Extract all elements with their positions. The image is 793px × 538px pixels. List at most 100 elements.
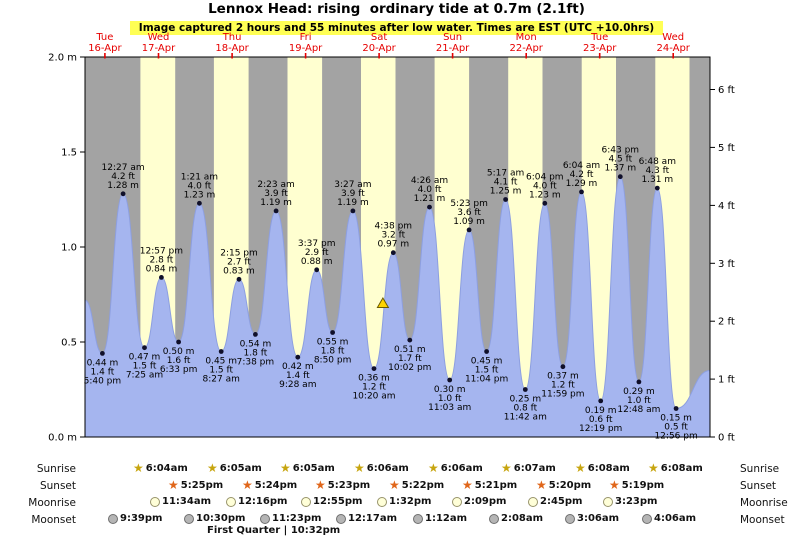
sunset-icon: ★ [242,478,253,492]
tide-annotation: 1.19 m [260,198,292,208]
tide-annotation: 2:15 pm [220,248,258,258]
tide-annotation: 0.54 m [240,339,272,349]
tide-annotation: 0.84 m [146,264,178,274]
sunrise-label-right: Sunrise [740,463,780,475]
astro-time: 12:16pm [238,496,288,507]
moonrise-icon [603,496,613,507]
moonrise-label-right: Moonrise [740,497,788,509]
left-axis-tick-label: 2.0 m [48,53,77,64]
sunset-icon: ★ [462,478,473,492]
tide-annotation: 12:56 pm [654,432,697,442]
astro-time: 1:12am [425,513,468,524]
tide-annotation: 0.44 m [87,358,119,368]
moonset-icon [184,513,194,524]
tide-annotation: 4.5 ft [608,155,632,165]
tide-annotation: 12:27 am [102,163,145,173]
astro-item: ★ 5:24pm [242,479,297,491]
tide-point [673,406,679,411]
astro-time: 6:05am [292,462,335,474]
tide-annotation: 0.30 m [434,385,466,395]
astro-item: 9:39pm [108,513,162,524]
tide-point [236,276,242,282]
right-axis-tick-label: 3 ft [718,259,735,270]
tide-annotation: 5:40 pm [84,376,122,386]
tide-annotation: 0.51 m [394,345,426,355]
tide-annotation: 0.50 m [163,347,195,357]
tide-annotation: 2:23 am [257,180,294,190]
sunset-icon: ★ [609,478,620,492]
tide-annotation: 0.15 m [660,414,692,424]
tide-annotation: 0.36 m [358,374,390,384]
tide-annotation: 4.1 ft [494,178,518,188]
tide-annotation: 1.29 m [566,179,598,189]
tide-point [350,208,356,214]
astro-item: ★ 5:20pm [536,479,591,491]
tide-annotation: 1.0 ft [438,394,462,404]
astro-time: 2:09pm [464,496,507,507]
right-axis-tick-label: 4 ft [718,201,735,212]
astro-time: 11:23pm [272,513,322,524]
astro-time: 5:19pm [621,479,665,491]
tide-annotation: 6:04 am [563,161,600,171]
astro-time: 12:17am [348,513,397,524]
tide-annotation: 1.8 ft [321,347,345,357]
moonset-icon [108,513,118,524]
astro-item: ★ 6:08am [648,462,703,474]
astro-time: 10:30pm [196,513,246,524]
left-axis-tick-label: 0.0 m [48,433,77,444]
sunrise-icon: ★ [207,461,218,475]
sunrise-icon: ★ [280,461,291,475]
tide-annotation: 1.37 m [604,164,636,174]
capture-banner-wrap: Image captured 2 hours and 55 minutes af… [0,16,793,35]
astro-item: 4:06am [642,513,696,524]
astro-item: ★ 5:21pm [462,479,517,491]
tide-point [314,267,320,273]
day-label-name: Sun [443,32,462,43]
moonset-label-left: Moonset [31,514,76,526]
tide-annotation: 0.25 m [509,395,541,405]
tide-annotation: 6:48 am [639,157,676,167]
astro-item: 12:55pm [301,496,362,507]
day-label-name: Sat [371,32,387,43]
sunrise-row: Sunrise Sunrise ★ 6:04am ★ 6:05am ★ 6:05am ★ 6:… [0,461,793,477]
tide-annotation: 4.0 ft [418,185,442,195]
tide-annotation: 3:27 am [334,180,371,190]
moonset-icon [413,513,423,524]
day-label-name: Wed [148,32,170,43]
tide-annotation: 5:23 pm [450,199,488,209]
astro-time: 5:25pm [180,479,224,491]
tide-annotation: 4.2 ft [111,172,135,182]
tide-annotation: 1.7 ft [398,354,422,364]
astro-time: 1:32pm [389,496,432,507]
sunrise-icon: ★ [428,461,439,475]
left-axis-tick-label: 1.5 [61,148,77,159]
page-title: Lennox Head: rising ordinary tide at 0.7… [208,1,585,17]
tide-annotation: 0.55 m [317,338,349,348]
tide-annotation: 0.6 ft [589,415,613,425]
tide-annotation: 11:42 am [504,413,547,423]
day-label-date: 24-Apr [656,43,690,54]
astro-item: 1:32pm [377,496,431,507]
tide-point [295,354,301,360]
day-label-date: 22-Apr [509,43,543,54]
sunset-icon: ★ [389,478,400,492]
day-label-name: Fri [300,32,312,43]
tide-annotation: 1.5 ft [209,366,233,376]
tide-annotation: 4.2 ft [570,170,594,180]
tide-annotation: 1.5 ft [475,366,499,376]
astro-time: 6:08am [660,462,703,474]
day-label-date: 23-Apr [583,43,617,54]
tide-annotation: 0.19 m [585,406,617,416]
tide-annotation: 11:59 pm [541,390,584,400]
astro-time: 9:39pm [120,513,163,524]
sunrise-icon: ★ [648,461,659,475]
tide-point [598,398,604,404]
right-axis-tick-label: 0 ft [718,433,735,444]
astro-item: ★ 6:08am [575,462,630,474]
tide-point [218,349,224,354]
sunrise-icon: ★ [133,461,144,475]
astro-item: 3:06am [565,513,619,524]
tide-annotation: 4.0 ft [188,181,212,191]
moonrise-icon [452,496,462,507]
moonrise-icon [301,496,311,507]
